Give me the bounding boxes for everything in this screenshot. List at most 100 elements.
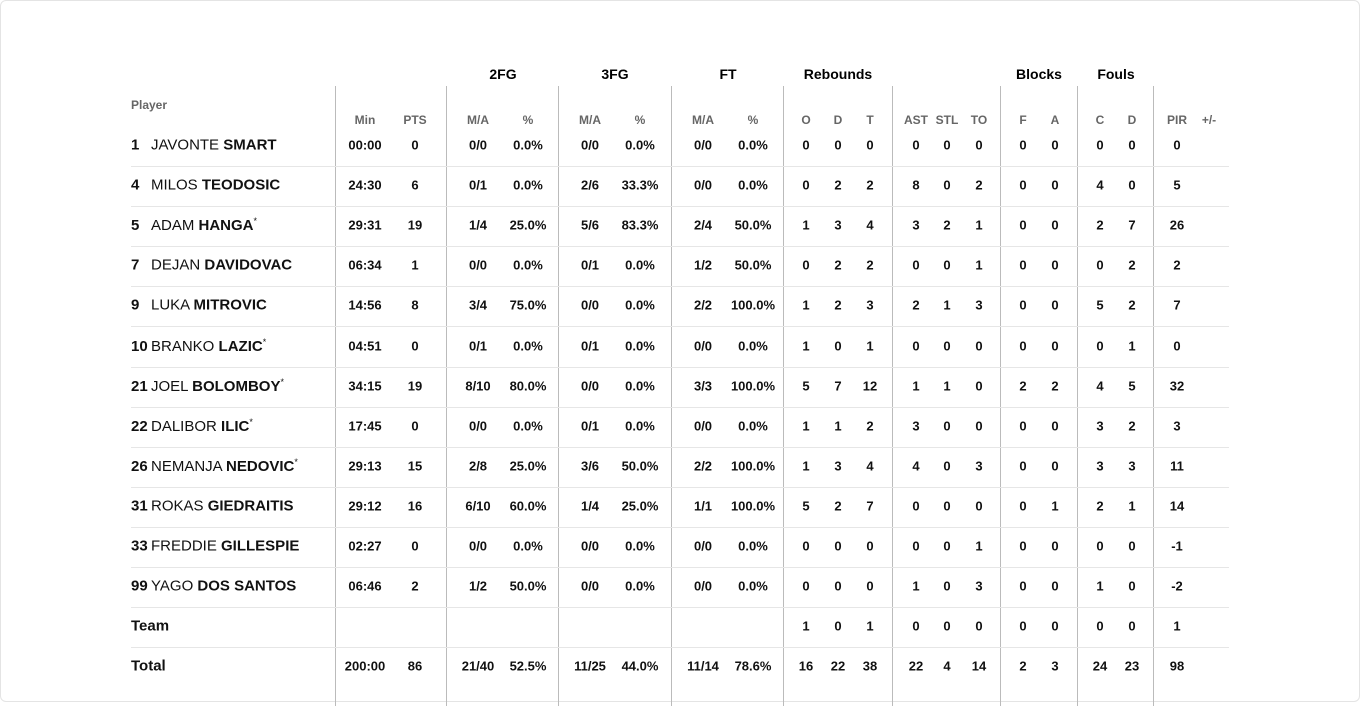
first-name: BRANKO: [151, 337, 215, 355]
group-header: Rebounds: [803, 66, 873, 82]
stat-cell: 25.0%: [509, 458, 547, 474]
stat-cell: 2: [1051, 378, 1059, 394]
stat-cell: 2: [1128, 418, 1136, 434]
stat-cell: 0/0: [693, 538, 713, 554]
stat-cell: 7: [866, 498, 874, 514]
starter-mark: *: [249, 416, 253, 427]
stat-cell: 1: [802, 297, 810, 313]
group-header: Fouls: [1097, 66, 1135, 82]
stat-cell: 2/2: [693, 458, 713, 474]
player-number: 22: [131, 417, 148, 435]
stat-cell: 0/0: [580, 137, 600, 153]
stat-cell: 0: [1051, 578, 1059, 594]
column-header: PTS: [403, 113, 427, 127]
stat-cell: 4: [866, 458, 874, 474]
stat-cell: 14:56: [348, 297, 382, 313]
column-divider: [1000, 86, 1001, 706]
stat-cell: 0: [866, 578, 874, 594]
stat-cell: 0: [1128, 618, 1136, 634]
total-label: Total: [131, 657, 166, 675]
stat-cell: 0/1: [468, 177, 488, 193]
stat-cell: 2/6: [580, 177, 600, 193]
stat-cell: 0.0%: [738, 578, 768, 594]
stat-cell: 25.0%: [509, 217, 547, 233]
stat-cell: 4: [1096, 378, 1104, 394]
stat-cell: 1: [912, 378, 920, 394]
stat-cell: 0/1: [580, 257, 600, 273]
stat-cell: 98: [1169, 658, 1185, 674]
stat-cell: 1/2: [468, 578, 488, 594]
stat-cell: 0.0%: [738, 338, 768, 353]
column-header: +/-: [1201, 113, 1217, 127]
stat-cell: 2: [866, 257, 874, 273]
stat-cell: 2: [943, 217, 951, 233]
stat-cell: 0: [1096, 137, 1104, 153]
stat-cell: 0.0%: [625, 257, 655, 273]
stat-cell: 3: [1128, 458, 1136, 474]
stat-cell: 24:30: [348, 177, 382, 193]
stat-cell: 3: [1051, 658, 1059, 674]
stat-cell: 0: [1096, 538, 1104, 554]
last-name: HANGA: [198, 217, 254, 235]
column-header: PIR: [1166, 113, 1188, 127]
row-divider: [131, 647, 1229, 649]
stat-cell: 0.0%: [738, 418, 768, 434]
stat-cell: 2: [1128, 257, 1136, 273]
first-name: DEJAN: [151, 256, 201, 274]
stat-cell: 1/2: [693, 257, 713, 273]
stat-cell: 0/1: [580, 338, 600, 353]
column-header: %: [747, 113, 759, 127]
stat-cell: 0: [802, 137, 810, 153]
stat-cell: 0.0%: [625, 418, 655, 434]
stat-cell: 29:13: [348, 458, 382, 474]
stat-cell: 34:15: [348, 378, 382, 394]
column-divider: [558, 86, 559, 706]
stat-cell: 0: [1019, 297, 1027, 313]
column-divider: [335, 86, 336, 706]
stat-cell: 0: [1051, 177, 1059, 193]
stat-cell: 3: [1096, 458, 1104, 474]
stat-cell: 1: [834, 418, 842, 434]
first-name: YAGO: [151, 577, 194, 595]
stat-cell: 100.0%: [730, 458, 776, 474]
stat-cell: 0: [912, 618, 920, 634]
stat-cell: 0: [943, 418, 951, 434]
column-divider: [446, 86, 447, 706]
player-name: 33 FREDDIE GILLESPIE: [131, 538, 299, 555]
stat-cell: 17:45: [348, 418, 382, 434]
stat-cell: 0.0%: [625, 297, 655, 313]
stat-cell: 0/0: [468, 538, 488, 554]
last-name: TEODOSIC: [201, 176, 281, 194]
stat-cell: 0: [1051, 418, 1059, 434]
player-number: 26: [131, 457, 148, 475]
stat-cell: 1: [1128, 338, 1136, 353]
last-name: GILLESPIE: [221, 537, 300, 555]
stat-cell: 0: [975, 418, 983, 434]
stat-cell: 5: [802, 378, 810, 394]
stat-cell: 1: [943, 378, 951, 394]
column-header: T: [866, 113, 874, 127]
stat-cell: 1: [975, 257, 983, 273]
stat-cell: 1: [802, 418, 810, 434]
stat-cell: 0: [802, 257, 810, 273]
stat-cell: 0: [834, 618, 842, 634]
stat-cell: 0.0%: [625, 578, 655, 594]
stat-cell: 0: [1019, 498, 1027, 514]
stat-cell: 0.0%: [738, 177, 768, 193]
stat-cell: 0: [1128, 137, 1136, 153]
column-divider: [783, 86, 784, 706]
stat-cell: 0: [912, 538, 920, 554]
stat-cell: 06:46: [348, 578, 382, 594]
stat-cell: 0: [411, 137, 419, 153]
starter-mark: *: [253, 216, 258, 227]
stat-cell: 0: [943, 498, 951, 514]
stat-cell: 0: [411, 538, 419, 554]
stat-cell: 2/2: [693, 297, 713, 313]
stat-cell: 3: [912, 217, 920, 233]
stat-cell: 86: [407, 658, 423, 674]
stat-cell: 19: [407, 378, 423, 394]
stat-cell: 0.0%: [513, 177, 543, 193]
stat-cell: 1: [866, 618, 874, 634]
stat-cell: 0.0%: [625, 538, 655, 554]
player-number: 21: [131, 377, 148, 395]
